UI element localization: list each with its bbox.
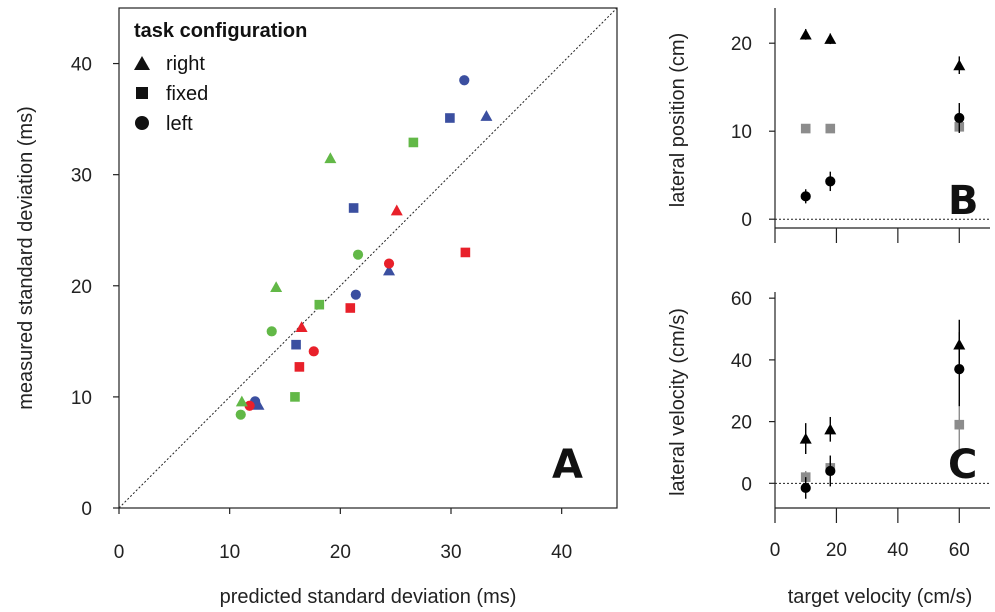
data-point-red-square bbox=[294, 362, 305, 372]
panel-c-letter: C bbox=[948, 442, 977, 488]
x-tick-label: 10 bbox=[219, 542, 240, 563]
data-point-blue-triangle bbox=[480, 110, 493, 121]
y-tick-label: 0 bbox=[81, 499, 92, 520]
identity-line bbox=[118, 7, 618, 509]
x-tick-label: 40 bbox=[887, 540, 908, 561]
data-point-red-square bbox=[345, 303, 356, 313]
x-tick-label: 40 bbox=[551, 542, 572, 563]
data-point-red-square bbox=[460, 247, 471, 258]
panel-a: 0 10 20 30 40 0 10 20 30 40 task configuration ri… bbox=[15, 7, 618, 608]
legend-label-right: right bbox=[166, 53, 205, 75]
data-point-green-square bbox=[314, 299, 325, 310]
data-point-triangle bbox=[799, 28, 812, 40]
data-point-blue-triangle bbox=[383, 264, 396, 276]
data-point-red-circle bbox=[308, 346, 319, 357]
legend-label-fixed: fixed bbox=[166, 83, 208, 105]
data-point-circle bbox=[825, 465, 836, 477]
data-point-green-circle bbox=[266, 326, 277, 337]
data-point-triangle bbox=[953, 59, 966, 71]
data-point-red-triangle bbox=[295, 321, 308, 332]
x-tick-label: 20 bbox=[826, 540, 847, 561]
data-point-blue-square bbox=[348, 203, 359, 213]
data-point-square bbox=[825, 123, 836, 134]
panel-a-letter: A bbox=[552, 442, 583, 488]
data-point-red-circle bbox=[383, 258, 395, 269]
legend-triangle-marker bbox=[134, 56, 150, 70]
y-tick-label: 40 bbox=[71, 55, 92, 76]
data-point-green-circle bbox=[235, 409, 246, 420]
data-point-circle bbox=[800, 191, 811, 202]
data-point-triangle bbox=[799, 432, 812, 444]
y-tick-label: 20 bbox=[71, 277, 92, 298]
y-tick-label: 20 bbox=[731, 413, 752, 434]
data-point-blue-circle bbox=[459, 75, 470, 86]
data-point-green-triangle bbox=[324, 152, 337, 164]
data-point-square bbox=[800, 123, 811, 134]
y-tick-label: 0 bbox=[741, 474, 752, 495]
data-point-red-triangle bbox=[390, 204, 403, 216]
panel-a-y-axis-label: measured standard deviation (ms) bbox=[15, 106, 37, 409]
panel-a-frame bbox=[118, 7, 618, 509]
data-point-blue-square bbox=[445, 113, 455, 123]
legend: task configuration right fixed left bbox=[134, 20, 307, 135]
y-tick-label: 30 bbox=[71, 166, 92, 187]
y-tick-label: 40 bbox=[731, 351, 752, 372]
y-tick-label: 10 bbox=[71, 388, 92, 409]
y-tick-label: 20 bbox=[731, 34, 752, 55]
panel-b-y-axis-label: lateral position (cm) bbox=[667, 33, 689, 208]
x-tick-label: 60 bbox=[949, 540, 970, 561]
panel-c-y-axis-label: lateral velocity (cm/s) bbox=[667, 308, 689, 496]
legend-label-left: left bbox=[166, 113, 193, 135]
y-tick-label: 0 bbox=[741, 210, 752, 231]
legend-square-marker bbox=[136, 87, 148, 99]
legend-circle-marker bbox=[135, 116, 149, 130]
data-point-circle bbox=[954, 364, 965, 375]
data-point-green-square bbox=[408, 137, 419, 148]
panel-b-letter: B bbox=[948, 178, 979, 224]
data-point-blue-circle bbox=[350, 289, 361, 300]
data-point-circle bbox=[825, 176, 836, 187]
panel-b: 0 10 20 B lateral position (cm) bbox=[667, 8, 990, 243]
data-point-triangle bbox=[824, 423, 837, 435]
x-tick-label: 30 bbox=[440, 542, 461, 563]
x-tick-label: 0 bbox=[770, 540, 781, 561]
data-point-green-circle bbox=[352, 249, 364, 260]
legend-title: task configuration bbox=[134, 20, 307, 42]
x-tick-label: 20 bbox=[330, 542, 351, 563]
data-point-green-square bbox=[290, 392, 300, 402]
data-point-circle bbox=[800, 482, 811, 494]
data-point-blue-square bbox=[291, 339, 301, 350]
y-tick-label: 10 bbox=[731, 122, 752, 143]
data-point-green-triangle bbox=[270, 281, 283, 292]
data-point-circle bbox=[954, 112, 965, 124]
x-tick-label: 0 bbox=[114, 542, 125, 563]
data-point-triangle bbox=[824, 33, 837, 44]
data-point-green-triangle bbox=[235, 395, 248, 407]
data-point-red-circle bbox=[244, 400, 255, 411]
y-tick-label: 60 bbox=[731, 289, 752, 310]
panel-a-x-axis-label: predicted standard deviation (ms) bbox=[220, 586, 517, 608]
data-point-square bbox=[954, 419, 965, 430]
panel-c-x-axis-label: target velocity (cm/s) bbox=[788, 586, 972, 608]
